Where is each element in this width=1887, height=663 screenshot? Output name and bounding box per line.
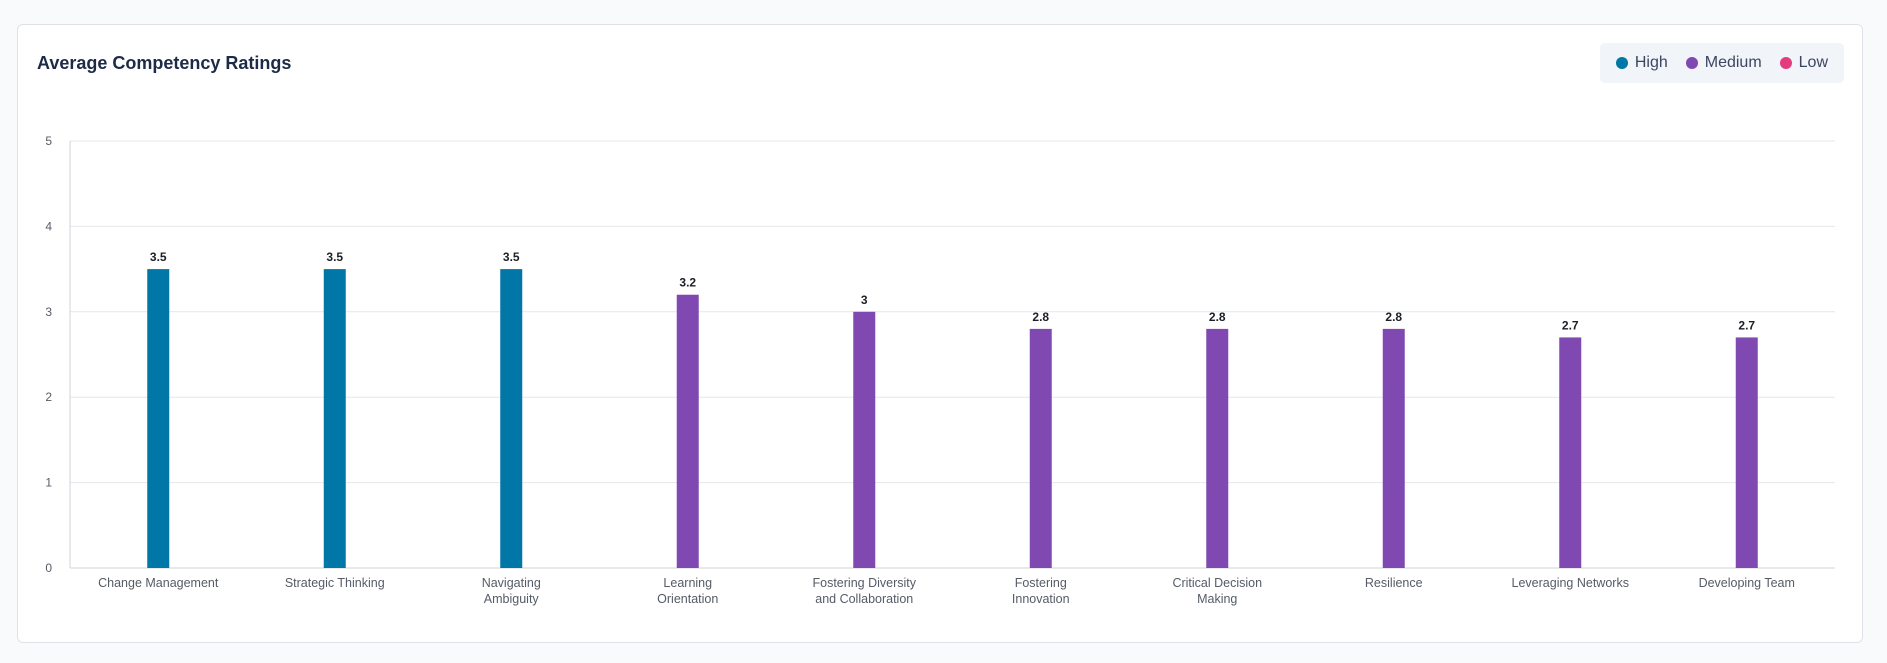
x-tick-label-8: Resilience <box>1365 576 1423 590</box>
chart-title: Average Competency Ratings <box>37 53 292 73</box>
x-tick-label-5: Fostering Diversity and Collaboration <box>813 576 917 606</box>
bar-7[interactable] <box>1206 328 1229 568</box>
value-label-7: 2.8 <box>1209 310 1226 324</box>
bar-6[interactable] <box>1029 328 1052 568</box>
legend-dot-high-icon <box>1615 57 1628 69</box>
x-tick-label-9: Leveraging Networks <box>1512 576 1629 590</box>
legend-item-low[interactable]: Low <box>1779 54 1828 72</box>
legend-label-low: Low <box>1798 54 1828 71</box>
y-tick-label-0: 0 <box>45 561 52 575</box>
value-label-5: 3 <box>861 293 868 307</box>
chart-legend: High Medium Low <box>1599 43 1844 83</box>
x-tick-label-4: Learning Orientation <box>657 576 718 606</box>
bar-8[interactable] <box>1382 328 1405 568</box>
x-tick-label-7: Critical Decision Making <box>1172 576 1262 606</box>
legend-label-medium: Medium <box>1704 54 1762 71</box>
chart-card: Average Competency Ratings High Medium L… <box>17 24 1863 643</box>
y-tick-label-5: 5 <box>45 134 52 148</box>
value-label-10: 2.7 <box>1738 318 1755 332</box>
bar-5[interactable] <box>853 311 876 568</box>
x-tick-label-3: Navigating Ambiguity <box>482 576 541 606</box>
bar-4[interactable] <box>676 294 699 568</box>
bar-10[interactable] <box>1735 337 1758 568</box>
bar-1[interactable] <box>147 269 170 568</box>
legend-item-high[interactable]: High <box>1615 54 1668 72</box>
value-label-8: 2.8 <box>1385 310 1402 324</box>
value-label-4: 3.2 <box>679 276 696 290</box>
bar-9[interactable] <box>1559 337 1582 568</box>
bar-chart: 0 1 2 3 4 5 3.5 Change Management 3.5 Strategic T… <box>45 134 1835 606</box>
legend-dot-low-icon <box>1779 57 1792 69</box>
legend-item-medium[interactable]: Medium <box>1685 54 1762 72</box>
legend-label-high: High <box>1634 54 1668 71</box>
value-label-1: 3.5 <box>150 250 167 264</box>
y-tick-label-2: 2 <box>45 390 52 404</box>
value-label-6: 2.8 <box>1032 310 1049 324</box>
x-tick-label-6: Fostering Innovation <box>1012 576 1070 606</box>
y-tick-label-4: 4 <box>45 219 52 233</box>
bar-3[interactable] <box>500 269 523 568</box>
value-label-2: 3.5 <box>326 250 343 264</box>
x-tick-label-2: Strategic Thinking <box>285 576 385 590</box>
y-tick-label-3: 3 <box>45 305 52 319</box>
value-label-9: 2.7 <box>1562 318 1579 332</box>
x-tick-label-10: Developing Team <box>1699 576 1795 590</box>
bar-2[interactable] <box>323 269 346 568</box>
value-label-3: 3.5 <box>503 250 520 264</box>
legend-dot-medium-icon <box>1685 57 1698 69</box>
y-tick-label-1: 1 <box>45 476 52 490</box>
x-tick-label-1: Change Management <box>98 576 219 590</box>
